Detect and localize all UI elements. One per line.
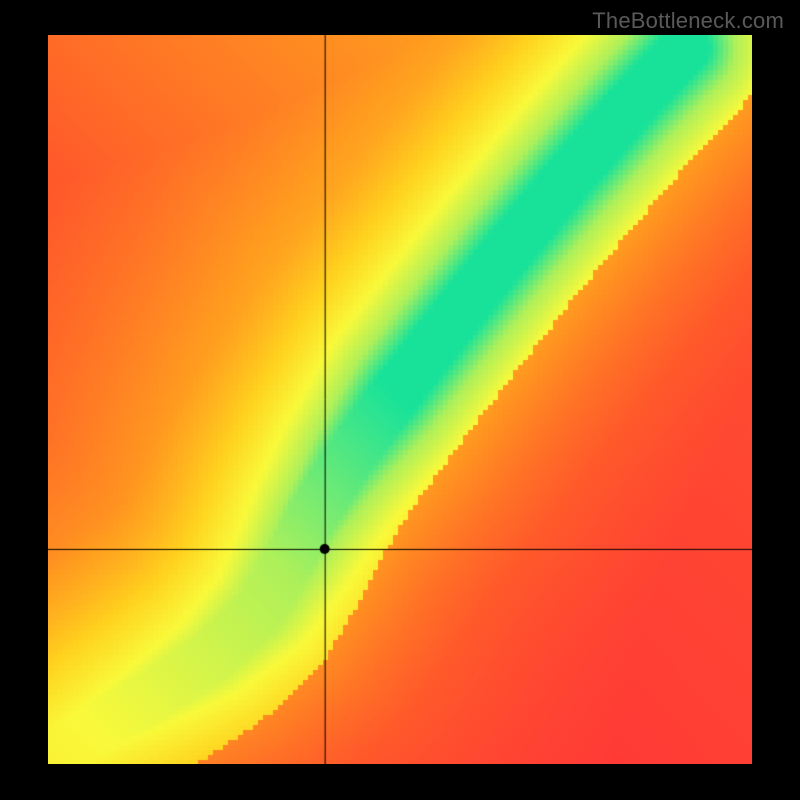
- chart-container: TheBottleneck.com: [0, 0, 800, 800]
- watermark-text: TheBottleneck.com: [592, 8, 784, 34]
- heatmap-plot: [48, 35, 752, 764]
